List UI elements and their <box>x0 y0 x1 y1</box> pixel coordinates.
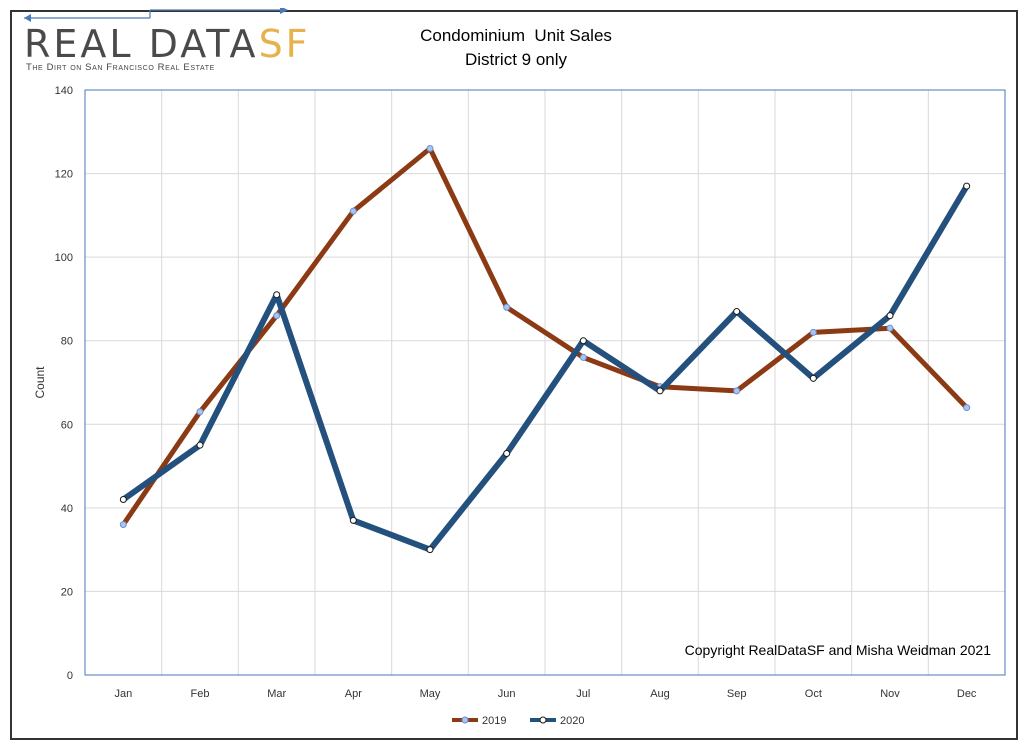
series-2020-point <box>579 337 587 345</box>
series-2020-point <box>963 182 971 190</box>
chart-gridlines <box>85 89 1005 676</box>
series-2020-point <box>886 312 894 320</box>
logo-name-main: REAL DATA <box>24 22 259 66</box>
chart-subtitle: District 9 only <box>464 50 568 69</box>
series-2019-point <box>809 328 817 336</box>
series-2019-point <box>733 387 741 395</box>
legend-marker-2019 <box>461 716 469 724</box>
y-tick-label: 140 <box>55 85 73 97</box>
x-tick-label: Jun <box>498 688 516 700</box>
x-tick-label: Sep <box>727 688 747 700</box>
chart-title-block: Condominium Unit Sales District 9 only <box>376 24 656 72</box>
series-2020-point <box>196 441 204 449</box>
series-2020-point <box>733 307 741 315</box>
chart-series <box>119 145 971 554</box>
series-2019-point <box>426 145 434 152</box>
series-2020-point <box>426 546 434 554</box>
chart-frame <box>10 10 1018 740</box>
logo-name-accent: SF <box>258 22 311 66</box>
y-tick-label: 120 <box>55 169 73 181</box>
y-axis-label: Count <box>33 366 47 399</box>
chart-title: Condominium Unit Sales <box>420 26 612 45</box>
series-2020-point <box>273 291 281 299</box>
series-2020-point <box>503 450 511 458</box>
realdatasf-logo: REAL DATASF The Dirt on San Francisco Re… <box>24 8 334 80</box>
logo-wordmark: REAL DATASF <box>24 22 311 66</box>
y-axis-ticks: 0 20 40 60 80 100 120 140 <box>55 85 73 682</box>
series-2019-point <box>886 324 894 332</box>
series-2019-line <box>120 146 970 528</box>
x-tick-label: Dec <box>957 688 977 700</box>
x-tick-label: Jul <box>576 688 590 700</box>
x-tick-label: Oct <box>805 688 822 700</box>
series-2020-point <box>809 374 817 382</box>
series-2019-point <box>119 521 127 529</box>
x-axis-ticks: Jan Feb Mar Apr May Jun Jul Aug Sep Oct Nov Dec <box>114 688 976 700</box>
chart-legend: 2019 2020 <box>452 715 584 727</box>
series-2019-point <box>349 207 357 215</box>
x-tick-label: Apr <box>345 688 362 700</box>
series-2019-point <box>963 404 971 412</box>
series-2019-point <box>503 303 511 311</box>
x-tick-label: Nov <box>880 688 900 700</box>
series-2020-line <box>120 183 970 553</box>
y-tick-label: 0 <box>67 670 73 682</box>
logo-tagline: The Dirt on San Francisco Real Estate <box>26 62 215 73</box>
logo-arrow-icon <box>24 8 288 22</box>
series-2020-point <box>119 496 127 503</box>
copyright-annotation: Copyright RealDataSF and Misha Weidman 2… <box>685 642 992 658</box>
y-tick-label: 100 <box>55 252 73 264</box>
legend-label-2019: 2019 <box>482 715 506 727</box>
x-tick-label: Aug <box>650 688 670 700</box>
series-2020-point <box>656 387 664 395</box>
x-tick-label: May <box>420 688 441 700</box>
y-tick-label: 20 <box>61 586 73 598</box>
x-tick-label: Mar <box>267 688 286 700</box>
series-2020-point <box>349 516 357 524</box>
x-tick-label: Feb <box>191 688 210 700</box>
legend-marker-2020 <box>539 716 547 724</box>
y-tick-label: 60 <box>61 419 73 431</box>
series-2019-point <box>273 312 281 320</box>
y-tick-label: 40 <box>61 503 73 515</box>
x-tick-label: Jan <box>114 688 132 700</box>
series-2019-point <box>579 353 587 361</box>
plot-area-border <box>84 89 1006 676</box>
series-2019-point <box>196 408 204 416</box>
legend-label-2020: 2020 <box>560 715 584 727</box>
y-tick-label: 80 <box>61 336 73 348</box>
